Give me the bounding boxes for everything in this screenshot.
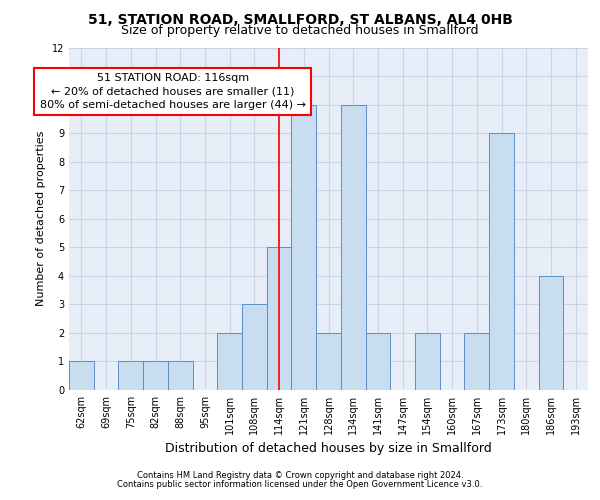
Bar xyxy=(341,104,365,390)
Bar xyxy=(217,333,242,390)
Text: 51 STATION ROAD: 116sqm
← 20% of detached houses are smaller (11)
80% of semi-de: 51 STATION ROAD: 116sqm ← 20% of detache… xyxy=(40,73,306,110)
Bar xyxy=(69,362,94,390)
X-axis label: Distribution of detached houses by size in Smallford: Distribution of detached houses by size … xyxy=(165,442,492,456)
Bar xyxy=(415,333,440,390)
Bar xyxy=(489,133,514,390)
Bar xyxy=(168,362,193,390)
Text: Contains public sector information licensed under the Open Government Licence v3: Contains public sector information licen… xyxy=(118,480,482,489)
Bar xyxy=(242,304,267,390)
Bar xyxy=(464,333,489,390)
Text: 51, STATION ROAD, SMALLFORD, ST ALBANS, AL4 0HB: 51, STATION ROAD, SMALLFORD, ST ALBANS, … xyxy=(88,12,512,26)
Bar xyxy=(267,248,292,390)
Text: Size of property relative to detached houses in Smallford: Size of property relative to detached ho… xyxy=(121,24,479,37)
Y-axis label: Number of detached properties: Number of detached properties xyxy=(36,131,46,306)
Bar xyxy=(143,362,168,390)
Bar xyxy=(316,333,341,390)
Text: Contains HM Land Registry data © Crown copyright and database right 2024.: Contains HM Land Registry data © Crown c… xyxy=(137,471,463,480)
Bar xyxy=(118,362,143,390)
Bar xyxy=(292,104,316,390)
Bar xyxy=(539,276,563,390)
Bar xyxy=(365,333,390,390)
